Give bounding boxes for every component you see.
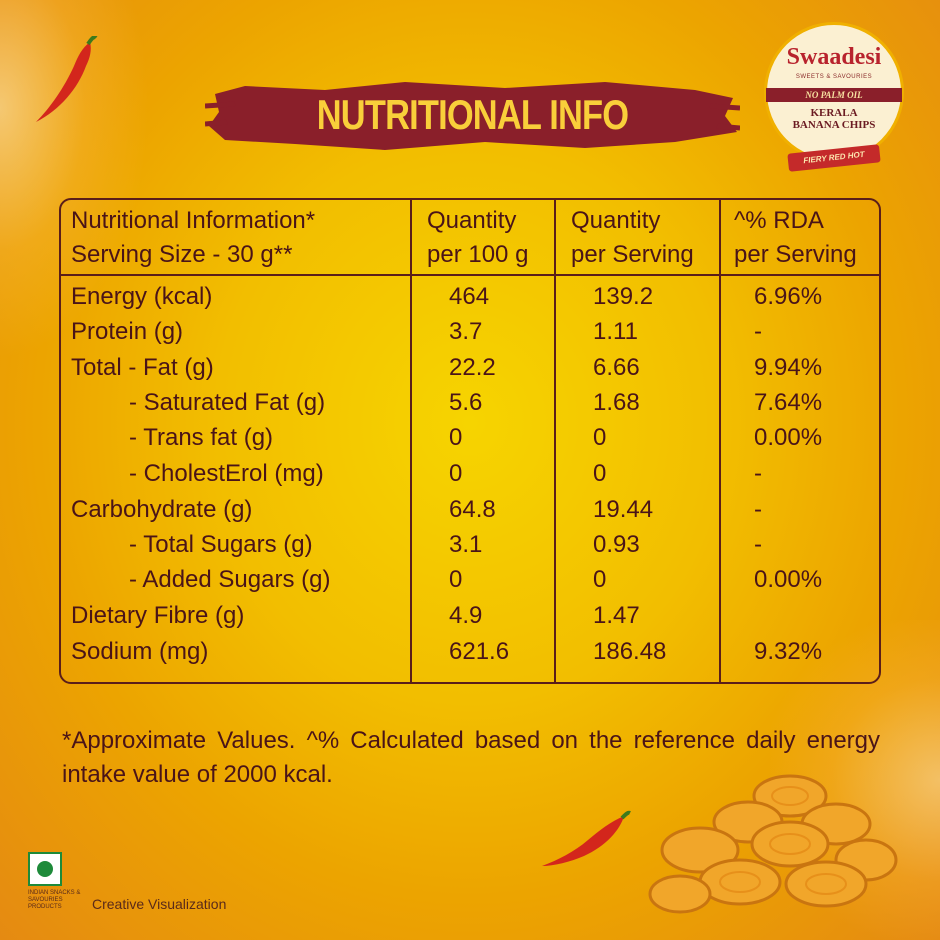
row-per-serving: 0.93 xyxy=(593,531,640,558)
header-per-serving: per Serving xyxy=(571,241,694,268)
veg-dot xyxy=(37,861,53,877)
chili-icon xyxy=(542,810,631,866)
product-name-line1: KERALA xyxy=(810,107,858,119)
row-rda: 0.00% xyxy=(754,566,823,593)
row-label: Energy (kcal) xyxy=(71,283,213,310)
row-label: Carbohydrate (g) xyxy=(71,496,253,523)
row-rda: 0.00% xyxy=(754,424,823,451)
row-per-serving: 19.44 xyxy=(593,496,654,523)
row-per-100g: 0 xyxy=(449,566,463,593)
column-divider xyxy=(410,200,412,682)
row-per-100g: 64.8 xyxy=(449,496,496,523)
row-per-serving: 0 xyxy=(593,566,607,593)
row-label: - Total Sugars (g) xyxy=(129,531,313,558)
row-per-100g: 3.1 xyxy=(449,531,483,558)
creative-visualization-label: Creative Visualization xyxy=(92,896,227,912)
flame-decoration-left xyxy=(0,0,150,360)
banana-chips-image xyxy=(648,774,898,914)
brand-badge: Swaadesi SWEETS & SAVOURIES NO PALM OIL … xyxy=(764,22,904,172)
row-per-100g: 464 xyxy=(449,283,490,310)
row-rda: 7.64% xyxy=(754,389,823,416)
brand-logo: Swaadesi xyxy=(786,44,882,70)
page-title: NUTRITIONAL INFO xyxy=(316,91,629,138)
row-label: Dietary Fibre (g) xyxy=(71,602,245,629)
header-rda: ^% RDA xyxy=(734,207,824,234)
row-per-100g: 3.7 xyxy=(449,318,483,345)
veg-mark-icon xyxy=(28,852,62,886)
row-per-100g: 4.9 xyxy=(449,602,483,629)
row-per-100g: 5.6 xyxy=(449,389,483,416)
row-per-100g: 0 xyxy=(449,460,463,487)
row-label: - Trans fat (g) xyxy=(129,424,274,451)
brush-stroke-background xyxy=(205,82,740,150)
row-per-serving: 186.48 xyxy=(593,638,667,665)
footnote: *Approximate Values. ^% Calculated based… xyxy=(62,727,880,788)
chili-icon xyxy=(36,36,98,122)
column-divider xyxy=(554,200,556,682)
row-label: - CholestErol (mg) xyxy=(129,460,324,487)
row-rda: - xyxy=(754,496,762,523)
row-rda: 6.96% xyxy=(754,283,823,310)
row-label: - Added Sugars (g) xyxy=(129,566,331,593)
row-label: Total - Fat (g) xyxy=(71,354,214,381)
row-per-serving: 1.47 xyxy=(593,602,640,629)
row-per-serving: 1.68 xyxy=(593,389,640,416)
row-label: Sodium (mg) xyxy=(71,638,209,665)
row-per-serving: 6.66 xyxy=(593,354,640,381)
row-per-100g: 0 xyxy=(449,424,463,451)
row-per-serving: 1.11 xyxy=(593,318,638,345)
row-rda: 9.94% xyxy=(754,354,823,381)
header-rda-per-serving: per Serving xyxy=(734,241,857,268)
row-per-100g: 22.2 xyxy=(449,354,496,381)
header-serving-size: Serving Size - 30 g** xyxy=(71,241,293,268)
column-divider xyxy=(719,200,721,682)
title-banner: NUTRITIONAL INFO xyxy=(205,76,740,154)
row-per-100g: 621.6 xyxy=(449,638,510,665)
row-per-serving: 139.2 xyxy=(593,283,654,310)
row-per-serving: 0 xyxy=(593,460,607,487)
header-divider xyxy=(61,274,879,276)
header-quantity-100g: Quantity xyxy=(427,207,517,234)
product-name-line2: BANANA CHIPS xyxy=(792,119,876,131)
row-rda: - xyxy=(754,318,762,345)
header-nutritional-information: Nutritional Information* xyxy=(71,207,316,234)
header-per-100g: per 100 g xyxy=(427,241,529,268)
nutrition-table: Nutritional Information* Serving Size - … xyxy=(59,198,881,684)
brand-subtitle: SWEETS & SAVOURIES xyxy=(795,74,873,80)
row-rda: 9.32% xyxy=(754,638,823,665)
no-palm-oil-tag: NO PALM OIL xyxy=(766,88,902,102)
row-label: Protein (g) xyxy=(71,318,184,345)
product-name: KERALA BANANA CHIPS xyxy=(764,107,904,131)
footer-org-text: INDIAN SNACKS & SAVOURIES PRODUCTS xyxy=(28,890,81,910)
row-rda: - xyxy=(754,460,762,487)
row-per-serving: 0 xyxy=(593,424,607,451)
header-quantity-serving: Quantity xyxy=(571,207,661,234)
row-label: - Saturated Fat (g) xyxy=(129,389,326,416)
row-rda: - xyxy=(754,531,762,558)
